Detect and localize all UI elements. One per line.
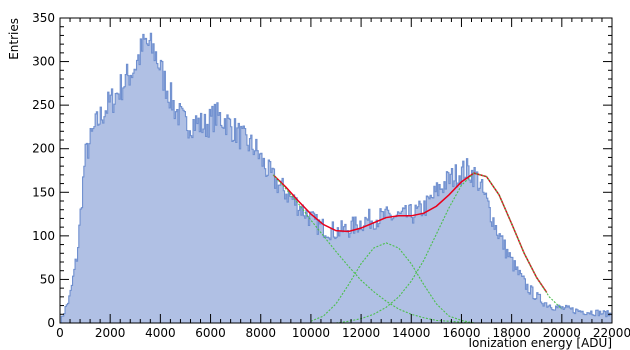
y-tick-label: 200 (32, 142, 55, 156)
y-tick-label: 150 (32, 185, 55, 199)
x-axis-title: Ionization energy [ADU] (469, 336, 613, 350)
y-tick-label: 250 (32, 98, 55, 112)
y-tick-label: 300 (32, 55, 55, 69)
x-tick-label: 8000 (245, 326, 276, 340)
fit-component-curve-3 (335, 172, 563, 324)
x-tick-label: 6000 (195, 326, 226, 340)
x-tick-label: 18000 (493, 326, 531, 340)
fit-layer (272, 172, 563, 324)
x-tick-label: 10000 (292, 326, 330, 340)
histogram-outline (60, 32, 612, 324)
y-axis-title: Entries (7, 18, 21, 60)
x-tick-label: 22000 (593, 326, 630, 340)
x-tick-label: 0 (56, 326, 64, 340)
axis-layer: 0 2000 4000 6000 8000 10000 12000 14000 16000 180… (32, 11, 630, 340)
histogram-fill (60, 33, 612, 323)
y-tick-label: 100 (32, 229, 55, 243)
y-tick-label: 50 (40, 272, 55, 286)
fit-component-curve-1 (272, 174, 475, 324)
fit-component-curve-2 (310, 242, 475, 324)
x-tick-label: 12000 (342, 326, 380, 340)
x-tick-label: 4000 (145, 326, 176, 340)
x-tick-label: 14000 (392, 326, 430, 340)
x-tick-label: 16000 (442, 326, 480, 340)
y-tick-label: 0 (47, 316, 55, 330)
x-tick-label: 20000 (543, 326, 581, 340)
y-tick-label: 350 (32, 11, 55, 25)
histogram-layer (60, 32, 612, 324)
x-tick-label: 2000 (95, 326, 126, 340)
